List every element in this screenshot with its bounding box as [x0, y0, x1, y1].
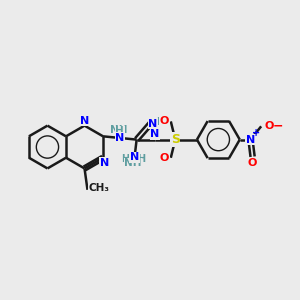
Text: H: H: [116, 126, 124, 136]
Text: N: N: [80, 116, 90, 126]
Text: CH₃: CH₃: [88, 183, 109, 193]
Text: N: N: [100, 158, 109, 168]
Text: −: −: [272, 120, 283, 133]
Text: O: O: [160, 116, 169, 126]
Text: O: O: [248, 158, 257, 168]
Text: NH: NH: [110, 124, 127, 135]
Text: N: N: [148, 118, 158, 128]
Text: H: H: [121, 154, 129, 164]
Text: S: S: [171, 133, 180, 146]
Text: N: N: [246, 135, 255, 145]
Text: O: O: [265, 121, 274, 131]
Text: O: O: [160, 153, 169, 163]
Text: +: +: [252, 128, 260, 138]
Text: H: H: [156, 117, 164, 127]
Text: NH: NH: [124, 158, 142, 168]
Text: N: N: [150, 129, 159, 139]
Text: N: N: [130, 152, 139, 162]
Text: H: H: [137, 154, 145, 164]
Text: N: N: [115, 133, 124, 143]
